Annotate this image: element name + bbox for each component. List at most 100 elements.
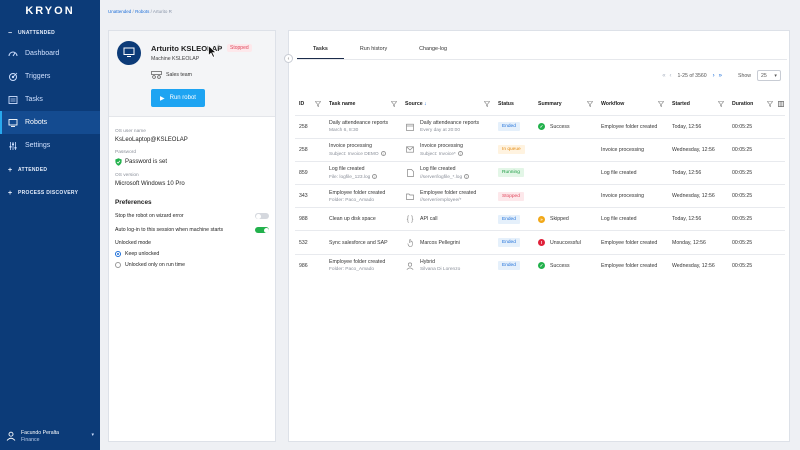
team-label: Sales team <box>166 72 192 78</box>
cell-status: Ended <box>494 230 534 255</box>
cell-started: Wednesday, 12:56 <box>668 137 728 162</box>
sidebar-item-label: Tasks <box>25 96 43 103</box>
filter-icon[interactable] <box>483 101 491 109</box>
os-user-label: OS user name <box>115 129 146 134</box>
cell-workflow: Log file created <box>597 207 668 231</box>
cell-id: 532 <box>295 230 325 255</box>
sidebar-item-tasks[interactable]: Tasks <box>0 88 100 111</box>
pref-stop-on-error: Stop the robot on wizard error <box>115 212 269 220</box>
run-robot-button[interactable]: ▶ Run robot <box>151 89 205 107</box>
col-started[interactable]: Started <box>668 93 728 115</box>
columns-icon[interactable] <box>778 101 784 109</box>
chevron-down-icon: ▾ <box>774 72 777 79</box>
cell-duration: 00:05:25 <box>728 253 785 278</box>
robot-info: OS user name KsLeoLaptop@KSLEOLAP Passwo… <box>109 117 275 268</box>
section-attended[interactable]: + ATTENDED <box>0 161 100 179</box>
sidebar-item-dashboard[interactable]: Dashboard <box>0 42 100 65</box>
skip-icon: » <box>538 215 545 223</box>
password-value: Password is set <box>125 159 168 165</box>
status-badge: Ended <box>498 214 520 224</box>
radio-keep-unlocked[interactable]: Keep unlocked <box>115 251 269 257</box>
cell-id: 258 <box>295 137 325 162</box>
tab-tasks[interactable]: Tasks <box>297 43 344 59</box>
auto-login-toggle[interactable] <box>255 227 269 233</box>
tab-run-history[interactable]: Run history <box>359 46 388 52</box>
col-workflow[interactable]: Workflow <box>597 93 668 115</box>
table-row[interactable]: 859 Log file created File: logfile_123.log… <box>295 160 785 185</box>
cell-workflow: Invoice processing <box>597 184 668 208</box>
cell-id: 859 <box>295 160 325 185</box>
sidebar-item-triggers[interactable]: Triggers <box>0 65 100 88</box>
error-icon: ! <box>538 239 545 247</box>
breadcrumb-unattended[interactable]: Unattended <box>108 9 132 14</box>
table-row[interactable]: 532 Sync salesforce and SAP Marcos Pellegr… <box>295 230 785 255</box>
show-label: Show <box>738 72 751 79</box>
cell-task: Daily attendeance reports March 6, 8:30 <box>325 114 401 139</box>
next-page-icon[interactable]: › <box>712 72 715 79</box>
col-id[interactable]: ID <box>295 93 325 115</box>
cell-duration: 00:05:25 <box>728 137 785 162</box>
tab-change-log[interactable]: Change-log <box>419 46 448 52</box>
table-header: ID Task name Source ↓ Status Summary Wor… <box>295 93 785 115</box>
col-source[interactable]: Source ↓ <box>401 93 494 115</box>
password-row: Password is set <box>115 158 269 166</box>
filter-icon[interactable] <box>390 101 398 109</box>
cell-id: 986 <box>295 253 325 278</box>
cell-source: Employee folder created//server/employee… <box>401 184 494 208</box>
table-row[interactable]: 986 Employee folder created Folder: Paco_A… <box>295 253 785 278</box>
info-icon[interactable]: i <box>372 173 378 179</box>
table-row[interactable]: 258 Invoice processing Subject: Invoice DE… <box>295 137 785 162</box>
cell-summary: ! Unsuccessful <box>534 230 597 255</box>
info-icon[interactable]: i <box>380 150 386 156</box>
tabs: Tasks Run history Change-log <box>297 43 463 59</box>
os-user-value: KsLeoLaptop@KSLEOLAP <box>115 137 188 143</box>
pencil-icon[interactable]: ✎ <box>217 45 223 51</box>
info-icon[interactable]: i <box>457 150 463 156</box>
last-page-icon[interactable]: » <box>718 72 723 79</box>
filter-icon[interactable] <box>766 101 774 109</box>
cell-task: Log file created File: logfile_123.log i <box>325 160 401 185</box>
info-icon[interactable]: i <box>464 173 470 179</box>
col-task-name[interactable]: Task name <box>325 93 401 115</box>
radio-unlocked-runtime[interactable]: Unlocked only on run time <box>115 262 269 268</box>
sort-desc-icon[interactable]: ↓ <box>424 100 427 107</box>
filter-icon[interactable] <box>314 101 322 109</box>
folder-icon <box>405 193 415 200</box>
filter-icon[interactable] <box>657 101 665 109</box>
expand-icon: + <box>8 189 13 197</box>
table-row[interactable]: 258 Daily attendeance reports March 6, 8:3… <box>295 114 785 139</box>
table-row[interactable]: 343 Employee folder created Folder: Paco_A… <box>295 184 785 208</box>
stop-on-error-toggle[interactable] <box>255 213 269 219</box>
cell-summary: » Skipped <box>534 207 597 231</box>
cell-started: Today, 12:56 <box>668 114 728 139</box>
team-row: Sales team <box>151 71 192 79</box>
robots-icon <box>8 118 18 128</box>
cell-task: Sync salesforce and SAP <box>325 230 401 255</box>
col-duration[interactable]: Duration <box>728 93 785 115</box>
section-unattended[interactable]: − UNATTENDED <box>0 24 100 42</box>
cell-task: Employee folder created Folder: Paco_Amad… <box>325 253 401 278</box>
page-size-select[interactable]: 25 ▾ <box>757 70 781 81</box>
sidebar-item-settings[interactable]: Settings <box>0 134 100 157</box>
expand-icon: + <box>8 166 13 174</box>
radio-button[interactable] <box>115 251 121 257</box>
col-summary[interactable]: Summary <box>534 93 597 115</box>
section-process-discovery[interactable]: + PROCESS DISCOVERY <box>0 184 100 202</box>
user-menu[interactable]: Facundo Peralta Finance ▾ <box>0 422 100 450</box>
robot-details-panel: Arturito KSLEOLAP ✎ Stopped Machine KSLE… <box>108 30 276 442</box>
cell-source: Log file created//server/logfile_*.log i <box>401 160 494 185</box>
collapse-panel-button[interactable]: ‹ <box>284 54 293 63</box>
cell-duration: 00:05:25 <box>728 230 785 255</box>
filter-icon[interactable] <box>586 101 594 109</box>
kryon-logo[interactable]: KRYON <box>25 5 75 17</box>
radio-button[interactable] <box>115 262 121 268</box>
prev-page-icon[interactable]: ‹ <box>669 72 672 79</box>
table-row[interactable]: 988 Clean up disk space{ } API call Ended » S… <box>295 207 785 231</box>
check-circle-icon: ✓ <box>538 262 545 270</box>
first-page-icon[interactable]: « <box>662 72 666 79</box>
filter-icon[interactable] <box>717 101 725 109</box>
breadcrumb-robots[interactable]: Robots <box>135 9 150 14</box>
sidebar-item-robots[interactable]: Robots <box>0 111 100 134</box>
col-status[interactable]: Status <box>498 100 514 107</box>
sidebar-item-label: Settings <box>25 142 51 149</box>
